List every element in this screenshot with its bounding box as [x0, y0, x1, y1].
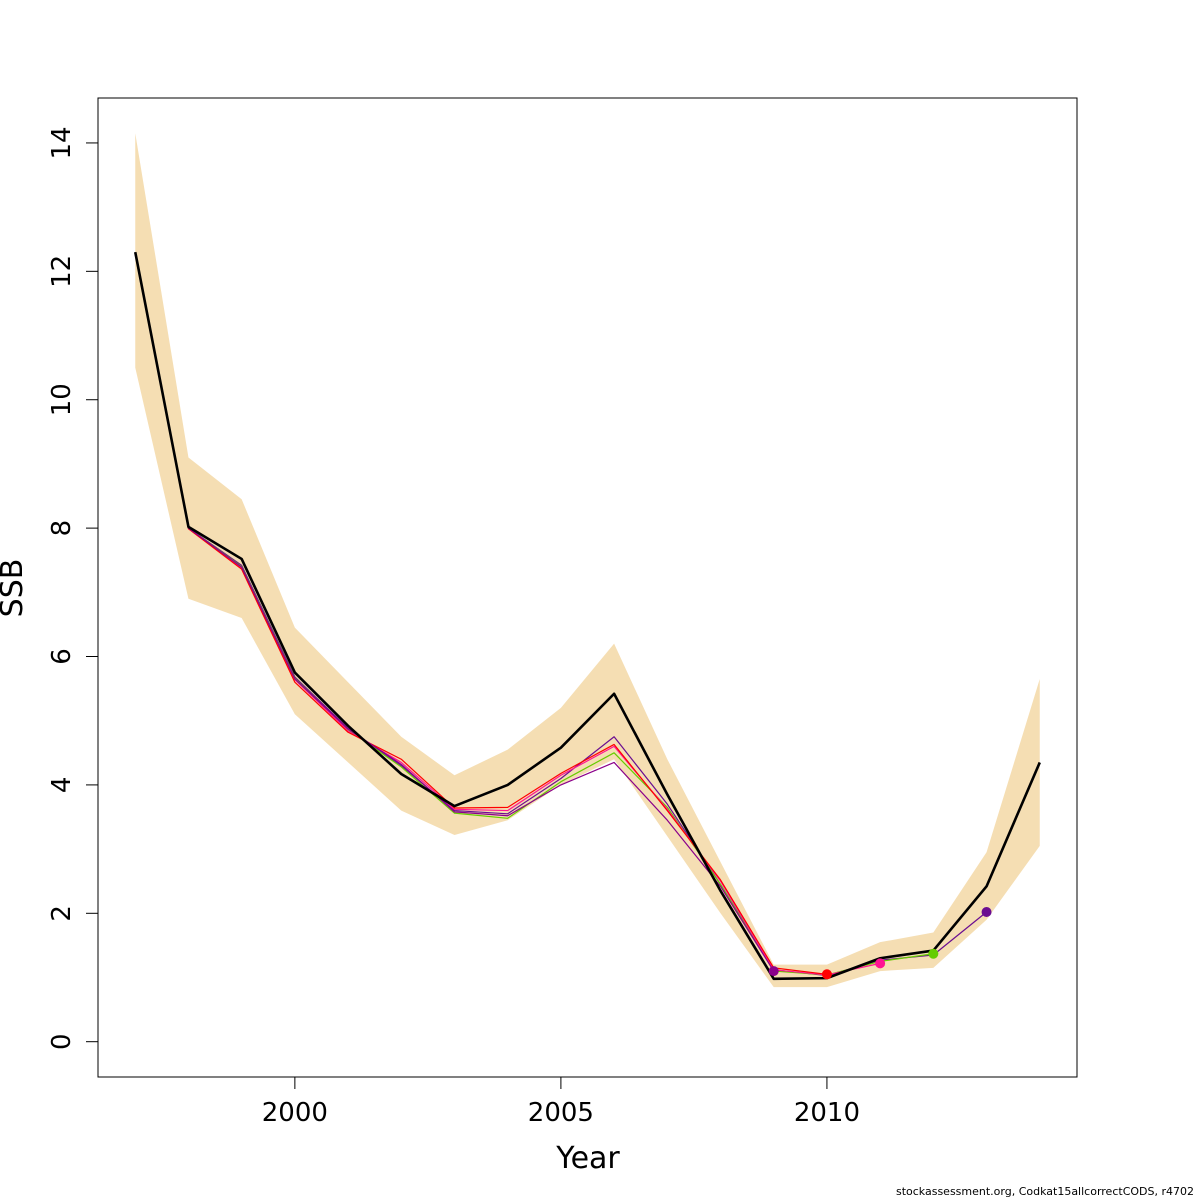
y-tick-label: 10 [47, 383, 77, 416]
series-line [134, 253, 828, 975]
y-axis: 0 2 4 6 8 10 12 14 [47, 126, 99, 1050]
series-endpoint-point [821, 969, 832, 980]
series-endpoint-point [875, 958, 886, 969]
y-tick-label: 8 [47, 520, 77, 537]
series-endpoint-point [928, 948, 939, 959]
footnote: stockassessment.org, Codkat15allcorrectC… [895, 1185, 1194, 1198]
y-tick-label: 6 [47, 648, 77, 665]
x-tick-label: 2000 [262, 1098, 328, 1128]
y-tick-label: 12 [47, 255, 77, 288]
x-tick-label: 2005 [528, 1098, 594, 1128]
y-tick-label: 4 [47, 777, 77, 794]
y-tick-label: 0 [47, 1033, 77, 1050]
x-tick-label: 2010 [794, 1098, 860, 1128]
series-line [133, 251, 1041, 981]
y-axis-title: SSB [0, 559, 30, 618]
series-endpoint-point [981, 907, 992, 918]
y-tick-label: 2 [47, 905, 77, 922]
y-tick-label: 14 [47, 126, 77, 159]
x-axis: 2000 2005 2010 [262, 1076, 860, 1128]
series-endpoints [768, 907, 992, 980]
confidence-band [135, 133, 1040, 988]
series-line [134, 253, 775, 972]
series-endpoint-point [768, 966, 779, 977]
confidence-band-area [135, 133, 1040, 988]
x-axis-title: Year [555, 1141, 620, 1176]
series-lines [133, 251, 1041, 981]
